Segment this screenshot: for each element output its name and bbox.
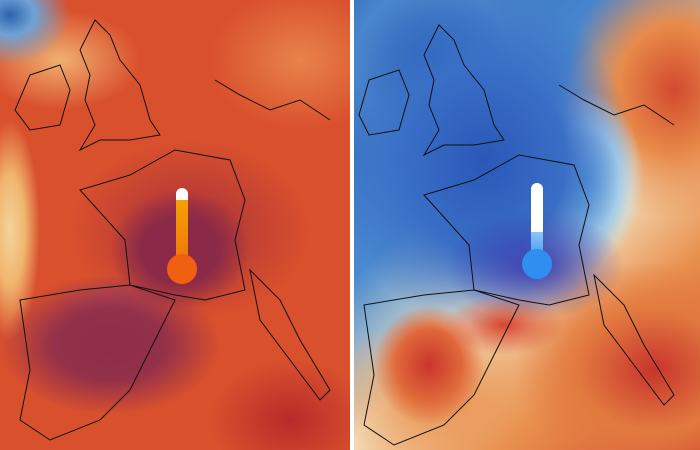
italy-outline — [249, 268, 331, 401]
baltic-coast — [214, 79, 331, 121]
coastlines — [358, 24, 675, 446]
ireland-outline — [14, 64, 71, 131]
france-outline — [79, 149, 246, 301]
ireland-outline — [358, 69, 410, 136]
iberia-outline — [363, 289, 520, 446]
cold-anomaly-map — [354, 0, 700, 450]
baltic-coast — [558, 84, 675, 126]
coastlines — [14, 19, 331, 441]
iberia-outline — [19, 284, 176, 441]
heat-anomaly-map — [0, 0, 350, 450]
great-britain-outline — [422, 24, 505, 157]
great-britain-outline — [78, 19, 161, 152]
italy-outline — [593, 273, 675, 406]
france-outline — [423, 154, 590, 306]
panel-divider — [350, 0, 354, 450]
